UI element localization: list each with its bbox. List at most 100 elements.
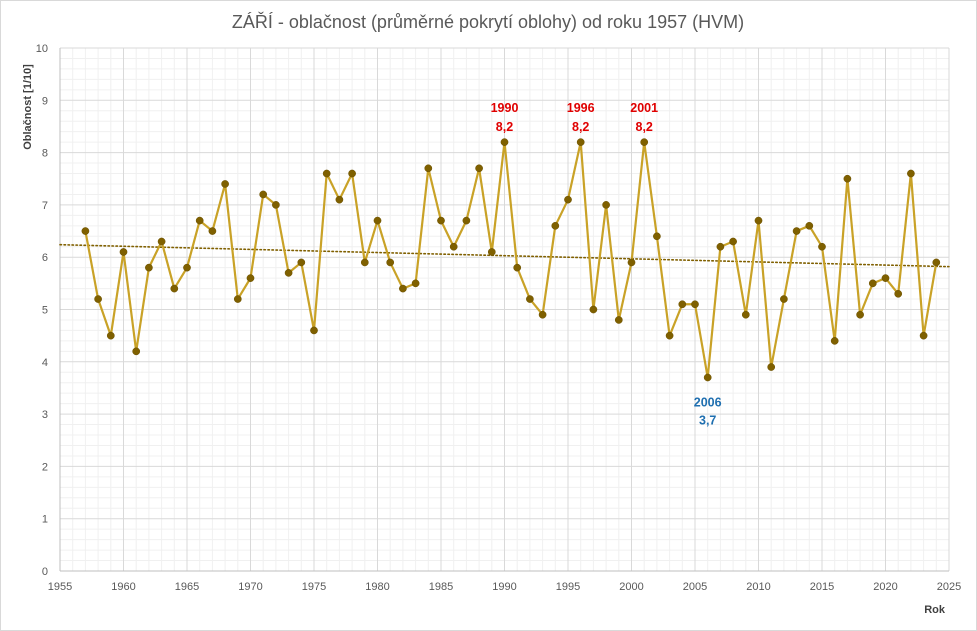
data-point <box>602 201 610 209</box>
y-tick-label: 6 <box>42 252 48 264</box>
data-point <box>754 216 763 225</box>
x-tick-label: 2020 <box>873 581 897 593</box>
x-tick-label: 1975 <box>302 581 326 593</box>
x-tick-label: 1980 <box>365 581 389 593</box>
data-point <box>907 169 915 178</box>
x-axis-title: Rok <box>924 604 946 616</box>
data-point <box>551 221 560 230</box>
data-point <box>894 289 903 298</box>
data-point <box>145 263 153 272</box>
y-tick-labels: 0 1 2 3 4 5 6 7 8 9 10 <box>36 43 48 578</box>
annotation-year: 1996 <box>567 101 595 115</box>
data-point <box>170 284 179 293</box>
annotations: 1990 8,2 1996 8,2 2001 8,2 2006 3,7 <box>491 101 722 427</box>
x-tick-label: 2005 <box>683 581 707 593</box>
annotation-value: 8,2 <box>636 120 653 134</box>
data-point <box>335 195 344 204</box>
data-point <box>233 295 242 303</box>
trendline <box>59 243 950 268</box>
x-tick-label: 2000 <box>619 581 643 593</box>
x-tick-label: 2025 <box>937 581 961 593</box>
x-tick-label: 1985 <box>429 581 453 593</box>
y-axis-title: Oblačnost [1/10] <box>22 64 34 150</box>
data-point <box>487 248 496 256</box>
data-point <box>106 331 115 340</box>
series-line <box>84 141 938 379</box>
annotation-year: 1990 <box>491 101 519 115</box>
data-point <box>94 295 102 303</box>
data-point <box>297 258 306 267</box>
data-point <box>272 201 280 209</box>
y-tick-label: 7 <box>42 200 48 212</box>
data-point <box>614 316 623 324</box>
data-point <box>741 310 750 319</box>
y-tick-label: 0 <box>42 566 48 578</box>
data-point <box>767 363 776 371</box>
data-point <box>818 242 826 251</box>
data-point <box>729 237 737 246</box>
data-point <box>640 138 649 146</box>
data-point <box>564 195 572 204</box>
x-tick-label: 1970 <box>238 581 262 593</box>
data-point <box>221 180 229 188</box>
data-point <box>538 310 547 319</box>
x-tick-label: 1965 <box>175 581 199 593</box>
data-point <box>526 295 534 303</box>
data-point <box>259 190 268 199</box>
data-point <box>411 279 420 288</box>
annotation-year: 2001 <box>630 101 658 115</box>
y-tick-label: 3 <box>42 409 48 421</box>
data-point <box>576 138 585 146</box>
y-tick-label: 2 <box>42 461 48 473</box>
data-point <box>132 347 141 356</box>
data-point <box>360 258 369 267</box>
data-series <box>81 138 941 382</box>
data-point <box>475 164 483 173</box>
data-point <box>399 284 407 293</box>
annotation-value: 3,7 <box>699 413 716 427</box>
data-point <box>792 227 801 235</box>
y-tick-label: 5 <box>42 305 48 317</box>
data-point <box>513 263 522 272</box>
data-point <box>310 326 318 335</box>
data-point <box>195 216 204 225</box>
data-point <box>373 216 382 225</box>
data-point <box>653 232 661 241</box>
data-point <box>716 242 725 251</box>
data-point <box>678 300 687 309</box>
data-point <box>322 169 331 178</box>
x-tick-label: 1960 <box>111 581 135 593</box>
data-point <box>81 227 90 235</box>
data-point <box>424 164 433 173</box>
y-tick-label: 8 <box>42 148 48 160</box>
data-point <box>665 331 674 340</box>
data-point <box>348 169 356 178</box>
y-tick-label: 10 <box>36 43 48 55</box>
chart-title: ZÁŘÍ - oblačnost (průměrné pokrytí obloh… <box>232 12 744 32</box>
x-tick-label: 1955 <box>48 581 72 593</box>
data-point <box>881 274 890 282</box>
y-tick-label: 1 <box>42 514 48 526</box>
data-point <box>627 258 636 267</box>
data-point <box>183 263 191 272</box>
data-point <box>284 269 293 277</box>
data-point <box>208 227 217 235</box>
x-tick-label: 2015 <box>810 581 834 593</box>
data-point <box>780 295 788 303</box>
data-point <box>843 174 852 183</box>
data-point <box>246 274 255 282</box>
data-point <box>932 258 941 267</box>
annotation-value: 8,2 <box>572 120 589 134</box>
data-point <box>919 331 928 340</box>
annotation-year: 2006 <box>694 395 722 409</box>
x-tick-label: 1990 <box>492 581 516 593</box>
data-point <box>805 221 814 230</box>
data-point <box>856 310 864 319</box>
data-point <box>386 258 395 267</box>
axes <box>59 48 949 572</box>
data-point <box>830 337 839 345</box>
x-tick-labels: 1955 1960 1965 1970 1975 1980 1985 1990 1995 2000… <box>48 581 961 593</box>
data-point <box>462 216 471 225</box>
y-tick-label: 4 <box>42 357 48 369</box>
